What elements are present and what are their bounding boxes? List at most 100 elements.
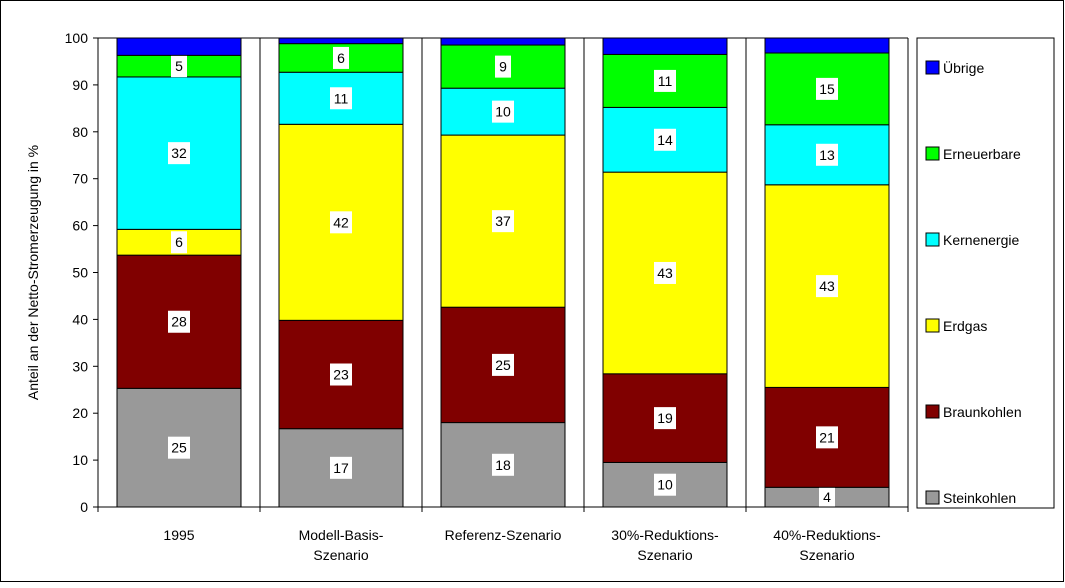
legend-swatch: [925, 490, 940, 505]
data-label-background: [654, 69, 676, 92]
legend-label: Steinkohlen: [943, 490, 1016, 506]
data-label: 11: [658, 73, 673, 89]
bar-segment: [440, 37, 566, 46]
data-label: 15: [819, 81, 835, 97]
x-tick-label: Referenz-Szenario: [445, 527, 562, 543]
data-label-background: [654, 407, 676, 430]
x-tick-label-line: 30%-Reduktions-: [611, 527, 719, 543]
x-tick-label-line: 1995: [163, 527, 194, 543]
legend-label: Kernenergie: [943, 232, 1019, 248]
y-tick-label: 10: [72, 452, 88, 468]
data-label: 11: [334, 90, 349, 106]
data-label-background: [492, 100, 514, 123]
bar-segment: [602, 37, 728, 55]
data-label: 28: [171, 314, 187, 330]
y-tick-label: 70: [72, 171, 88, 187]
y-tick-label: 50: [72, 265, 88, 281]
x-tick-label-line: Szenario: [799, 547, 854, 563]
data-label: 5: [175, 58, 183, 74]
data-label-background: [171, 231, 187, 254]
x-tick-label-line: 40%-Reduktions-: [773, 527, 881, 543]
y-tick-label: 20: [72, 405, 88, 421]
legend-label: Übrige: [943, 59, 984, 76]
data-label: 4: [823, 489, 831, 505]
data-label: 10: [495, 104, 511, 120]
x-tick-label-line: Szenario: [637, 547, 692, 563]
y-tick-label: 80: [72, 124, 88, 140]
y-tick-label: 100: [65, 30, 89, 46]
plot-area: 25 28 6 32 5 17 23 42 11 6 18 25 37 10 9 10 19 43 14 11 4 21 4…: [98, 37, 908, 509]
data-label: 9: [499, 59, 507, 75]
data-label: 32: [171, 145, 187, 161]
data-label-background: [654, 261, 676, 284]
y-tick-label: 0: [80, 499, 88, 515]
data-label: 18: [495, 457, 511, 473]
data-label-background: [330, 211, 352, 234]
data-label-background: [819, 486, 835, 509]
x-tick-label: 40%-Reduktions- Szenario: [773, 527, 881, 563]
y-axis-title: Anteil an der Netto-Stromerzeugung in %: [25, 145, 41, 400]
legend-swatch: [925, 404, 940, 419]
y-tick-label: 90: [72, 77, 88, 93]
legend-box: [916, 37, 1055, 509]
data-label: 23: [333, 367, 349, 383]
data-label-background: [330, 456, 352, 479]
data-label: 21: [819, 429, 835, 445]
legend-label: Erdgas: [943, 318, 987, 334]
data-label-background: [171, 55, 187, 78]
data-label: 43: [657, 265, 673, 281]
data-label: 13: [819, 147, 835, 163]
data-label: 37: [495, 213, 511, 229]
x-tick-label: 30%-Reduktions- Szenario: [611, 527, 719, 563]
legend-swatch: [925, 60, 940, 75]
bar-segment: [764, 37, 890, 54]
data-label: 25: [495, 357, 511, 373]
bar-segment: [764, 184, 890, 388]
y-tick-label: 30: [72, 358, 88, 374]
data-label-background: [492, 353, 514, 376]
data-label: 43: [819, 278, 835, 294]
data-label-background: [492, 210, 514, 233]
data-label-background: [495, 55, 511, 78]
data-label: 6: [175, 234, 183, 250]
data-label-background: [816, 77, 838, 100]
bar-segment: [116, 37, 242, 56]
data-label-background: [333, 46, 349, 69]
legend-swatch: [925, 318, 940, 333]
data-label-background: [330, 363, 352, 386]
data-label-background: [168, 436, 190, 459]
x-tick-label-line: Szenario: [313, 547, 368, 563]
data-label-background: [168, 142, 190, 165]
data-label-background: [654, 128, 676, 151]
legend-swatch: [925, 232, 940, 247]
data-label: 17: [333, 460, 349, 476]
legend-label: Braunkohlen: [943, 404, 1022, 420]
data-label-background: [816, 143, 838, 166]
data-label-background: [654, 473, 676, 496]
bar-segment: [440, 87, 566, 136]
x-tick-label-line: Referenz-Szenario: [445, 527, 562, 543]
data-label-background: [330, 87, 352, 110]
data-label-background: [816, 426, 838, 449]
x-tick-label: 1995: [163, 527, 194, 543]
data-label-background: [492, 453, 514, 476]
y-tick-label: 40: [72, 311, 88, 327]
data-label: 25: [171, 440, 187, 456]
data-label: 6: [337, 50, 345, 66]
data-label: 19: [657, 410, 673, 426]
data-label: 10: [657, 477, 673, 493]
legend: Übrige Erneuerbare Kernenergie Erdgas Braunk…: [916, 37, 1055, 509]
y-tick-label: 60: [72, 218, 88, 234]
legend-swatch: [925, 146, 940, 161]
data-label-background: [816, 275, 838, 298]
x-tick-label-line: Modell-Basis-: [299, 527, 384, 543]
data-label: 14: [657, 132, 673, 148]
data-label-background: [168, 310, 190, 333]
bar-segment: [278, 37, 404, 45]
x-tick-label: Modell-Basis- Szenario: [299, 527, 384, 563]
legend-label: Erneuerbare: [943, 146, 1021, 162]
data-label: 42: [333, 214, 349, 230]
